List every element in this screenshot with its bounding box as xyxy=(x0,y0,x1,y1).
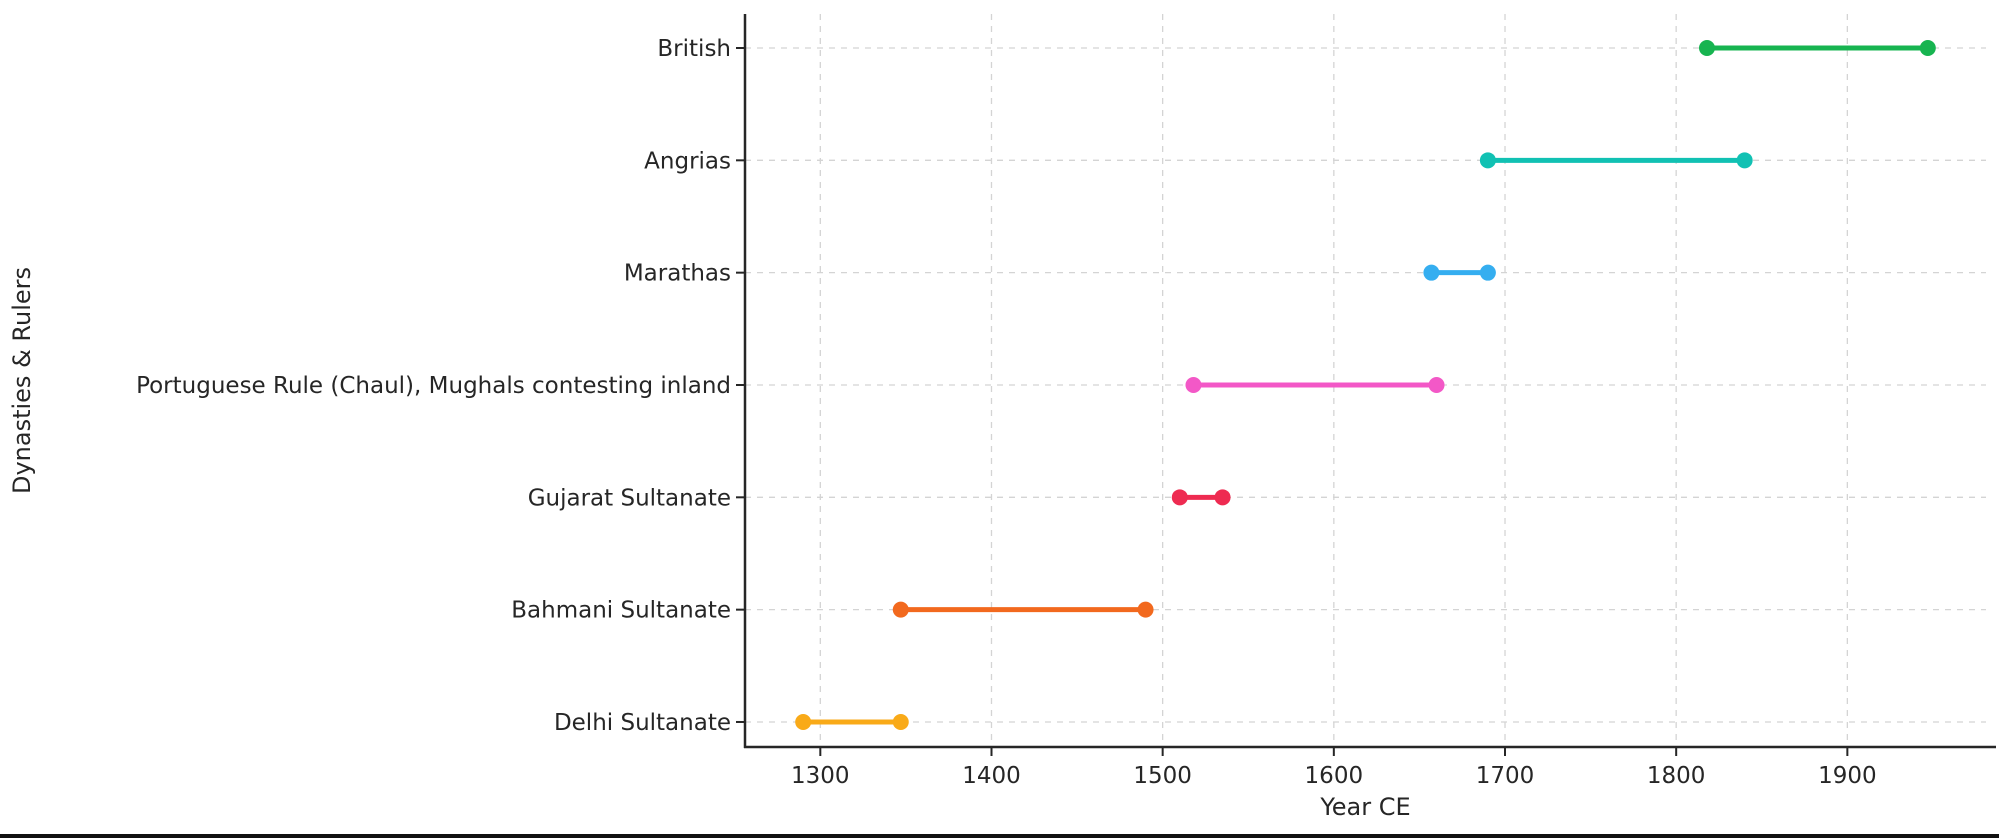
y-axis-title: Dynasties & Rulers xyxy=(8,267,36,494)
segment-start-dot xyxy=(892,601,909,618)
segment-end-dot xyxy=(1919,40,1936,56)
segment-start-dot xyxy=(1185,376,1202,393)
x-axis-title: Year CE xyxy=(1319,793,1410,821)
segment-end-dot xyxy=(1736,152,1753,169)
segment-start-dot xyxy=(1479,152,1496,169)
segment-end-dot xyxy=(1214,489,1231,506)
segment-start-dot xyxy=(1171,489,1188,506)
category-label: Marathas xyxy=(624,261,731,287)
x-tick-label: 1900 xyxy=(1818,763,1877,789)
category-label: Angrias xyxy=(644,148,731,174)
x-tick-label: 1500 xyxy=(1133,763,1192,789)
x-tick-label: 1600 xyxy=(1305,763,1364,789)
segment-end-dot xyxy=(892,713,909,730)
category-label: Portuguese Rule (Chaul), Mughals contest… xyxy=(136,373,731,399)
x-tick-label: 1300 xyxy=(791,763,850,789)
category-label: Bahmani Sultanate xyxy=(511,598,731,624)
x-tick-label: 1700 xyxy=(1476,763,1535,789)
segment-end-dot xyxy=(1479,264,1496,281)
category-label: Delhi Sultanate xyxy=(554,710,731,736)
segment-start-dot xyxy=(1423,264,1440,281)
category-label: Gujarat Sultanate xyxy=(528,485,731,511)
segment-end-dot xyxy=(1428,376,1445,393)
segment-start-dot xyxy=(1698,40,1715,56)
segment-end-dot xyxy=(1137,601,1154,618)
x-tick-label: 1400 xyxy=(962,763,1021,789)
x-tick-label: 1800 xyxy=(1647,763,1706,789)
segment-start-dot xyxy=(795,713,812,730)
category-label: British xyxy=(657,36,731,62)
window-bottom-border xyxy=(0,834,1999,838)
